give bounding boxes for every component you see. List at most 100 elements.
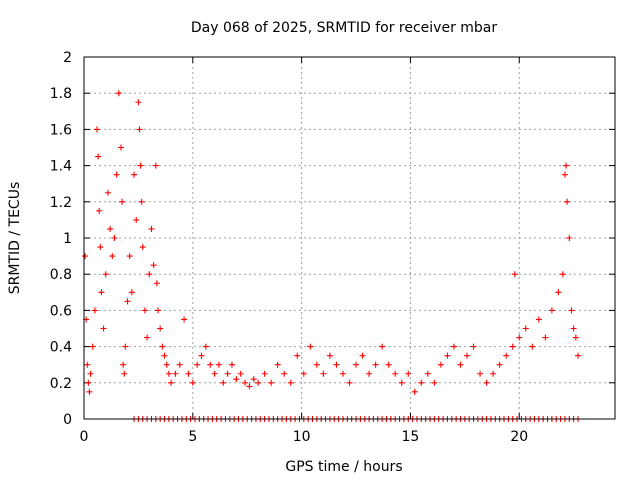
data-point — [411, 388, 418, 395]
data-point — [250, 376, 257, 383]
data-point — [470, 343, 477, 350]
data-point — [274, 361, 281, 368]
data-point — [97, 244, 104, 251]
data-point — [246, 383, 253, 390]
data-point — [224, 370, 231, 377]
data-point — [163, 361, 170, 368]
data-point — [366, 370, 373, 377]
data-point — [89, 343, 96, 350]
data-point — [398, 379, 405, 386]
data-point — [198, 352, 205, 359]
data-point — [104, 189, 111, 196]
data-point — [95, 153, 102, 160]
data-point — [535, 316, 542, 323]
y-tick-label: 0.2 — [50, 376, 72, 392]
data-point — [185, 370, 192, 377]
data-point — [255, 379, 262, 386]
data-point — [437, 361, 444, 368]
data-point — [237, 370, 244, 377]
data-point — [566, 235, 573, 241]
data-point — [215, 361, 222, 368]
data-point — [220, 379, 227, 386]
data-point — [113, 171, 120, 178]
data-point — [424, 370, 431, 377]
data-point — [109, 253, 116, 260]
data-point — [529, 343, 536, 350]
data-point — [119, 198, 126, 205]
y-tick-label: 1 — [63, 231, 72, 247]
data-point — [124, 298, 131, 305]
data-point — [346, 379, 353, 386]
data-point — [159, 343, 166, 350]
data-point — [242, 379, 249, 386]
data-point — [483, 379, 490, 386]
data-point — [548, 307, 555, 314]
data-point — [157, 325, 164, 332]
data-point — [148, 225, 155, 232]
data-point — [194, 361, 201, 368]
data-point — [516, 334, 523, 341]
data-point — [503, 352, 510, 359]
data-point — [137, 162, 144, 169]
x-axis-label: GPS time / hours — [285, 459, 402, 475]
data-point — [133, 216, 140, 223]
data-point — [313, 361, 320, 368]
data-point — [522, 325, 529, 332]
data-point — [385, 361, 392, 368]
data-point — [115, 90, 122, 97]
data-point — [168, 379, 175, 386]
data-point — [450, 343, 457, 350]
data-point — [575, 352, 582, 359]
data-point — [161, 352, 168, 359]
data-point — [86, 388, 93, 395]
data-point — [207, 361, 214, 368]
data-point — [82, 253, 89, 260]
data-point — [152, 162, 159, 169]
data-point — [85, 379, 92, 386]
y-tick-label: 0.6 — [50, 303, 72, 319]
y-tick-label: 1.2 — [50, 195, 72, 211]
data-point — [568, 307, 575, 314]
data-point — [300, 370, 307, 377]
data-point — [128, 289, 135, 296]
data-point — [405, 370, 412, 377]
data-point — [564, 198, 571, 205]
data-point — [563, 162, 570, 169]
y-tick-label: 0.4 — [50, 340, 72, 356]
data-point — [107, 225, 114, 232]
data-point — [320, 370, 327, 377]
data-point — [135, 99, 142, 106]
data-point — [509, 343, 516, 350]
data-point — [233, 376, 240, 383]
data-point — [126, 253, 133, 260]
x-tick-label: 10 — [293, 429, 311, 445]
data-point — [121, 370, 128, 377]
data-point — [359, 352, 366, 359]
data-point — [444, 352, 451, 359]
data-point — [122, 343, 129, 350]
y-axis-label: SRMTID / TECUs — [7, 182, 23, 295]
data-point — [431, 379, 438, 386]
data-point — [153, 280, 160, 287]
data-point — [268, 379, 275, 386]
data-point — [261, 370, 268, 377]
data-point — [542, 334, 549, 341]
data-point — [490, 370, 497, 377]
x-tick-label: 5 — [188, 429, 197, 445]
data-point — [418, 379, 425, 386]
data-point — [141, 307, 148, 314]
grid-lines — [84, 57, 615, 419]
data-point — [379, 343, 386, 350]
data-point — [307, 343, 314, 350]
data-point — [98, 289, 105, 296]
data-point — [120, 361, 127, 368]
data-point — [570, 325, 577, 332]
data-point — [477, 370, 484, 377]
data-point — [353, 361, 360, 368]
data-point — [111, 235, 118, 241]
data-point — [176, 361, 183, 368]
data-point — [287, 379, 294, 386]
data-point — [202, 343, 209, 350]
data-point — [464, 352, 471, 359]
